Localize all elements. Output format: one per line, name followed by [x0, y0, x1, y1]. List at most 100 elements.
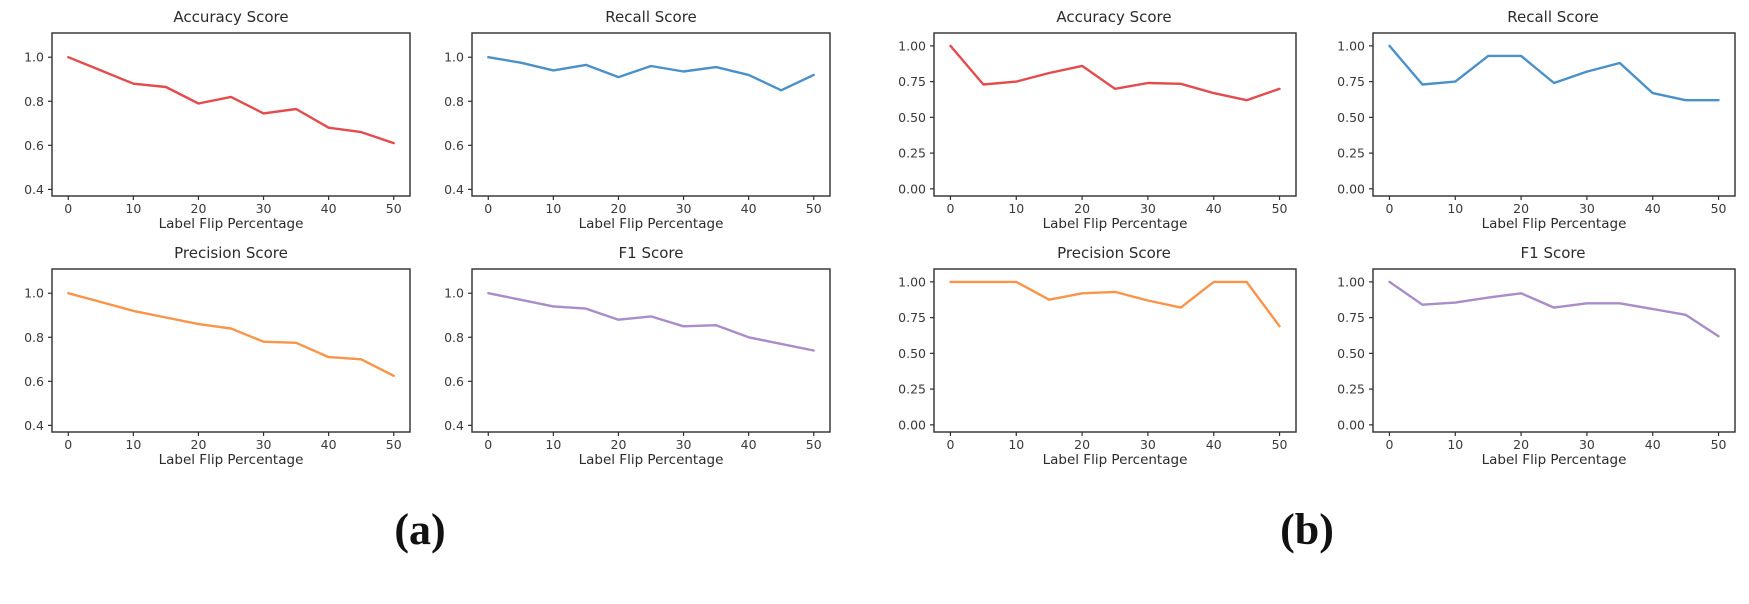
plot-box	[933, 268, 1297, 433]
x-tick-label: 10	[125, 437, 141, 452]
y-tick-label: 0.00	[898, 417, 926, 432]
y-tick-label: 0.4	[444, 418, 464, 433]
x-tick-label: 10	[1008, 437, 1024, 452]
chart-recall-a: Recall Score 0.4 0.6 0.8 1.0 0 10 20 30 40 50 Labe…	[420, 6, 840, 232]
y-tick-label: 0.75	[898, 74, 926, 89]
y-tick-label: 1.00	[1337, 38, 1365, 53]
y-tick-label: 0.8	[24, 330, 44, 345]
y-tick-label: 0.75	[1337, 74, 1365, 89]
x-tick-label: 40	[741, 201, 757, 216]
y-tick-label: 0.00	[1337, 417, 1365, 432]
chart-f1-a: F1 Score 0.4 0.6 0.8 1.0 0 10 20 30 40 50 Label Fl…	[420, 242, 840, 468]
data-line-accuracy-score	[949, 44, 1281, 102]
x-tick-label: 0	[946, 201, 954, 216]
y-tick-label: 1.0	[444, 50, 464, 65]
chart-title: Accuracy Score	[1056, 8, 1172, 26]
x-tick-label: 30	[676, 201, 692, 216]
y-tick-label: 0.4	[24, 418, 44, 433]
x-tick-label: 30	[256, 201, 272, 216]
y-tick-label: 0.25	[1337, 382, 1365, 397]
chart-title: Precision Score	[1057, 244, 1171, 262]
x-tick-label: 10	[125, 201, 141, 216]
y-tick-label: 0.25	[898, 146, 926, 161]
y-tick-label: 0.8	[444, 94, 464, 109]
y-tick-label: 0.50	[1337, 110, 1365, 125]
precision-plot-b: 0.00 0.25 0.50 0.75 1.00 0 10 20 30 40 50 Label Fli…	[898, 268, 1297, 468]
x-tick-label: 10	[1008, 201, 1024, 216]
y-tick-label: 0.50	[1337, 346, 1365, 361]
x-tick-label: 40	[1206, 201, 1222, 216]
x-axis-label: Label Flip Percentage	[579, 452, 724, 468]
y-tick-label: 1.0	[24, 286, 44, 301]
data-line-f1-score	[1388, 280, 1720, 338]
x-tick-label: 10	[545, 437, 561, 452]
x-tick-label: 20	[191, 201, 207, 216]
x-tick-label: 40	[1645, 437, 1661, 452]
y-tick-label: 0.6	[444, 374, 464, 389]
caption-b: (b)	[1280, 505, 1334, 554]
y-tick-label: 1.0	[444, 286, 464, 301]
x-tick-label: 0	[484, 201, 492, 216]
x-tick-label: 30	[256, 437, 272, 452]
x-tick-label: 20	[191, 437, 207, 452]
chart-title: F1 Score	[1520, 244, 1586, 262]
x-axis-label: Label Flip Percentage	[1043, 452, 1188, 468]
x-axis-label: Label Flip Percentage	[1043, 216, 1188, 232]
x-tick-label: 20	[611, 201, 627, 216]
plot-box	[933, 32, 1297, 197]
y-tick-label: 0.00	[1337, 181, 1365, 196]
data-line-recall-score	[1388, 44, 1720, 102]
y-tick-label: 0.00	[898, 181, 926, 196]
y-tick-label: 1.00	[898, 274, 926, 289]
x-tick-label: 0	[64, 437, 72, 452]
chart-precision-a: Precision Score 0.4 0.6 0.8 1.0 0 10 20 30 40 50 L…	[0, 242, 420, 468]
x-tick-label: 50	[386, 201, 402, 216]
x-tick-label: 40	[321, 201, 337, 216]
panel-b: Accuracy Score 0.00 0.25 0.50 0.75 1.00 0 10 20…	[868, 6, 1746, 604]
accuracy-plot-a: 0.4 0.6 0.8 1.0 0 10 20 30 40 50 Label Flip Percen…	[24, 32, 411, 232]
recall-plot-a: 0.4 0.6 0.8 1.0 0 10 20 30 40 50 Label Flip Percen…	[444, 32, 831, 232]
chart-title: Recall Score	[605, 8, 697, 26]
x-tick-label: 50	[806, 437, 822, 452]
x-tick-label: 50	[1272, 437, 1288, 452]
x-axis-label: Label Flip Percentage	[579, 216, 724, 232]
plot-box	[1372, 32, 1736, 197]
x-tick-label: 0	[1385, 201, 1393, 216]
x-tick-label: 50	[806, 201, 822, 216]
x-axis-label: Label Flip Percentage	[1482, 216, 1627, 232]
y-tick-label: 0.6	[24, 374, 44, 389]
y-tick-label: 0.25	[1337, 146, 1365, 161]
x-tick-label: 30	[1579, 437, 1595, 452]
y-tick-label: 0.8	[24, 94, 44, 109]
x-tick-label: 0	[946, 437, 954, 452]
data-line-precision-score	[67, 292, 395, 378]
f1-plot-b: 0.00 0.25 0.50 0.75 1.00 0 10 20 30 40 50 Label Fli…	[1337, 268, 1736, 468]
x-tick-label: 20	[611, 437, 627, 452]
y-tick-label: 1.0	[24, 50, 44, 65]
plot-box	[471, 268, 831, 433]
y-tick-label: 0.4	[24, 182, 44, 197]
x-tick-label: 50	[386, 437, 402, 452]
chart-accuracy-b: Accuracy Score 0.00 0.25 0.50 0.75 1.00 0 10 20…	[868, 6, 1307, 232]
x-axis-label: Label Flip Percentage	[159, 216, 304, 232]
x-tick-label: 0	[64, 201, 72, 216]
panel-a: Accuracy Score 0.4 0.6 0.8 1.0 0 10 20 30 40 50 La…	[0, 6, 840, 604]
x-tick-label: 40	[1645, 201, 1661, 216]
x-tick-label: 50	[1711, 437, 1727, 452]
x-tick-label: 50	[1272, 201, 1288, 216]
x-tick-label: 30	[676, 437, 692, 452]
x-axis-label: Label Flip Percentage	[159, 452, 304, 468]
x-tick-label: 20	[1513, 201, 1529, 216]
plot-box	[471, 32, 831, 197]
precision-plot-a: 0.4 0.6 0.8 1.0 0 10 20 30 40 50 Label Flip Percen…	[24, 268, 411, 468]
chart-title: Recall Score	[1507, 8, 1599, 26]
y-tick-label: 1.00	[1337, 274, 1365, 289]
x-tick-label: 10	[1447, 201, 1463, 216]
chart-title: F1 Score	[618, 244, 684, 262]
y-tick-label: 0.6	[444, 138, 464, 153]
y-tick-label: 0.25	[898, 382, 926, 397]
y-tick-label: 0.75	[1337, 310, 1365, 325]
panel-b-grid: Accuracy Score 0.00 0.25 0.50 0.75 1.00 0 10 20…	[868, 6, 1746, 468]
panel-a-grid: Accuracy Score 0.4 0.6 0.8 1.0 0 10 20 30 40 50 La…	[0, 6, 840, 468]
